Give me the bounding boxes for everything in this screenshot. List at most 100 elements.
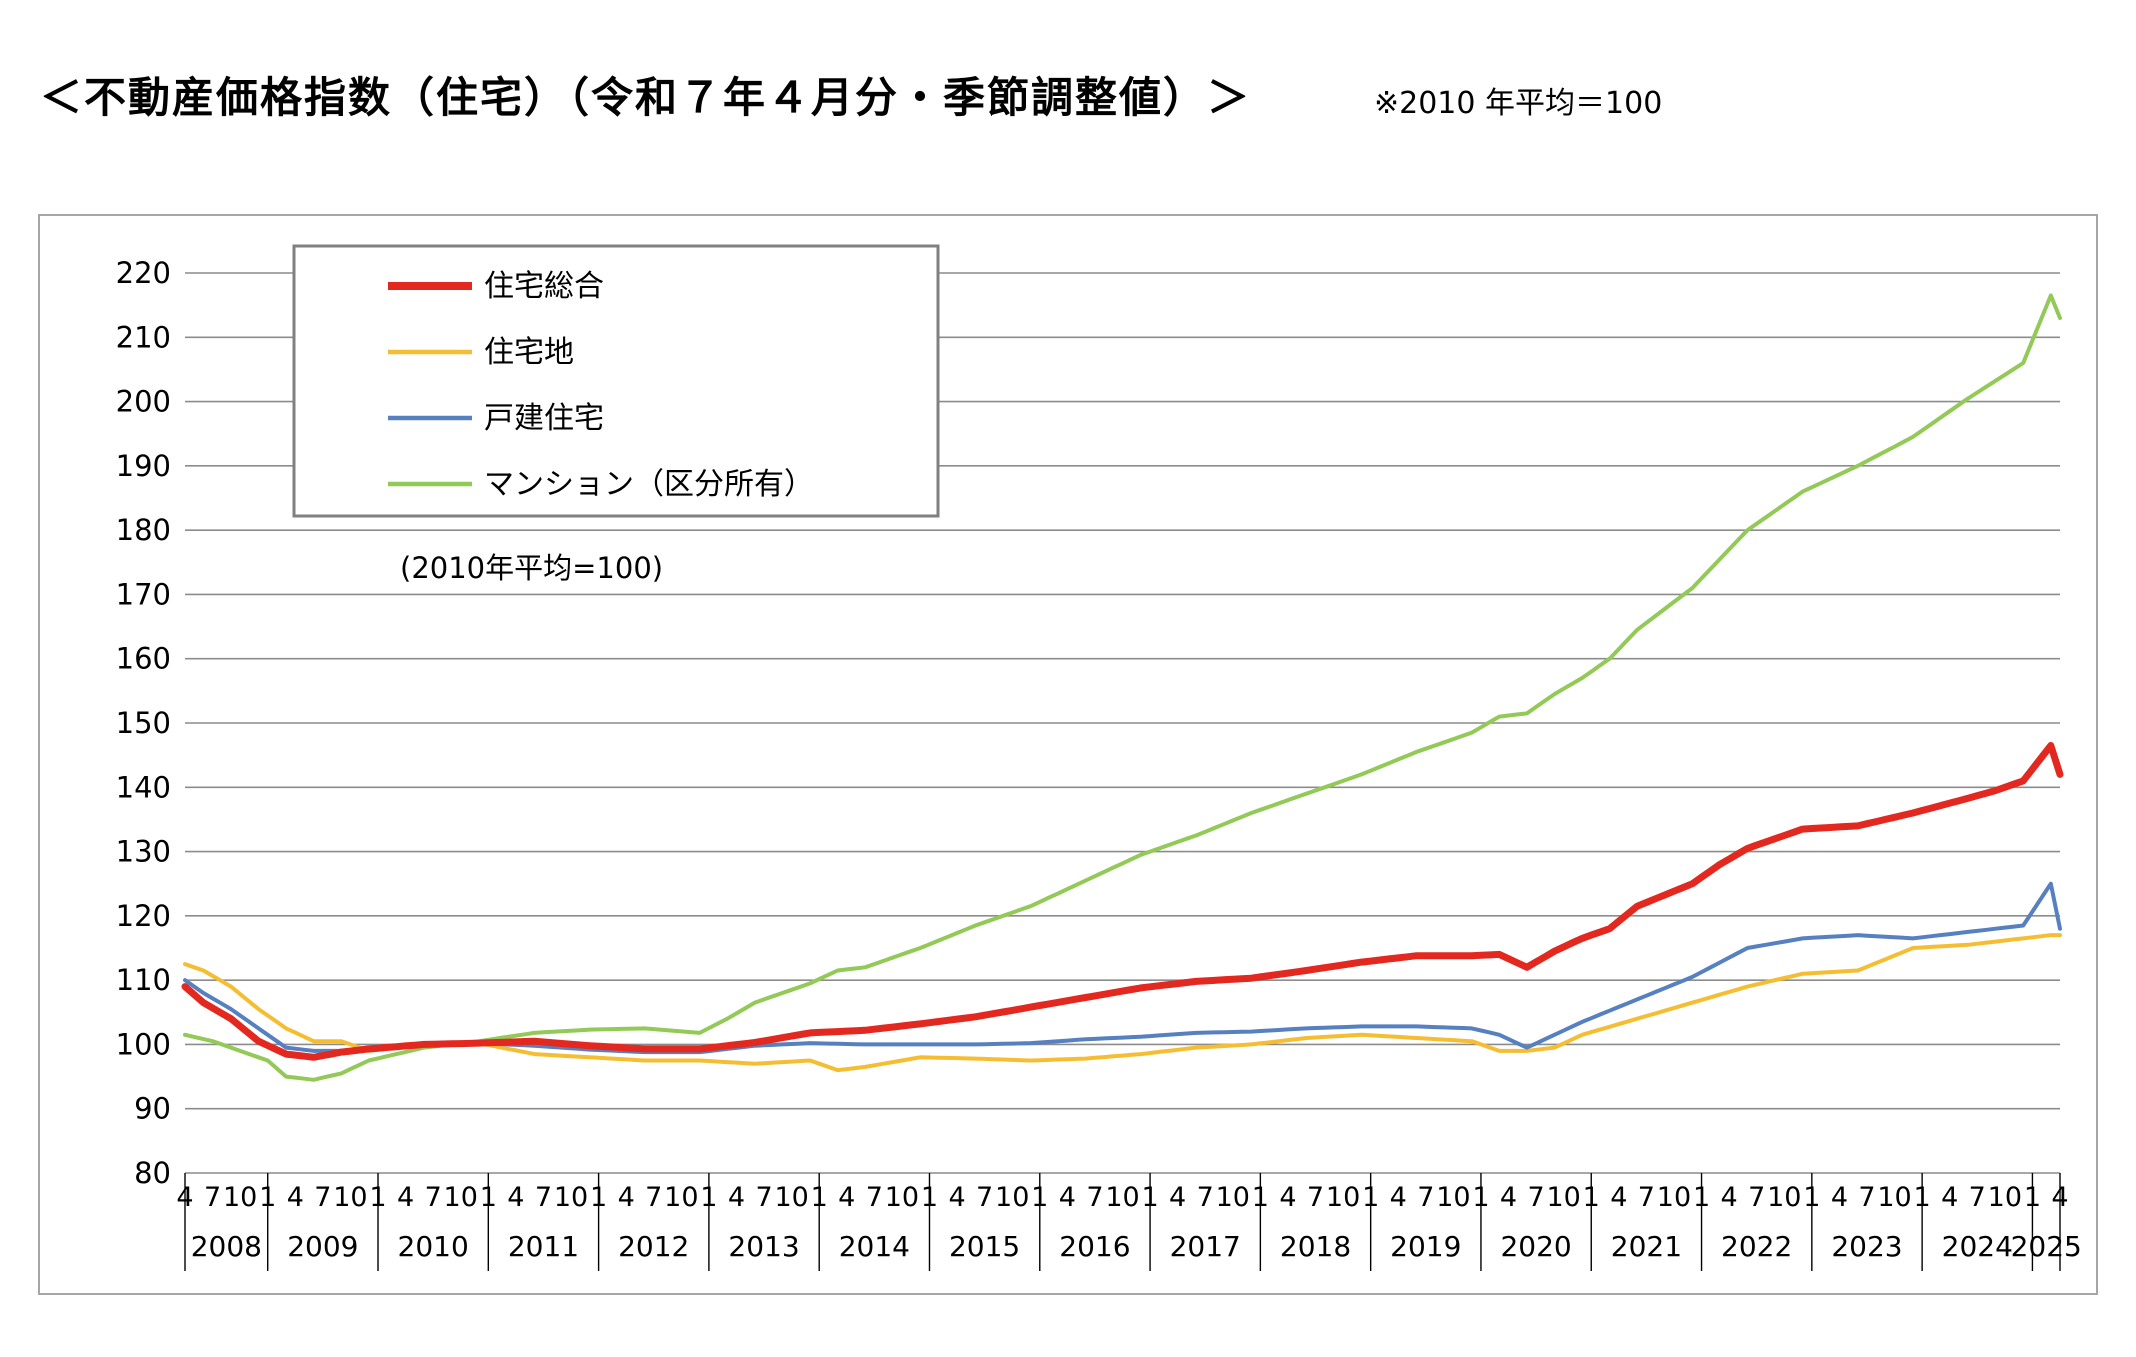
month-tick-label: 10	[1326, 1182, 1360, 1213]
y-tick-label: 90	[134, 1092, 171, 1126]
year-label: 2010	[398, 1230, 469, 1263]
year-label: 2019	[1390, 1230, 1461, 1263]
month-tick-label: 1	[811, 1182, 828, 1213]
line-chart: 8090100110120130140150160170180190200210…	[116, 244, 2082, 1271]
month-tick-label: 1	[2024, 1182, 2041, 1213]
series-layer	[181, 293, 2064, 1082]
month-tick-label: 1	[480, 1182, 497, 1213]
month-tick-label: 1	[700, 1182, 717, 1213]
year-label: 2022	[1721, 1230, 1792, 1263]
base-year-annotation: (2010年平均=100)	[400, 551, 663, 585]
year-label: 2024	[1942, 1230, 2013, 1263]
month-tick-label: 10	[1988, 1182, 2022, 1213]
month-tick-label: 7	[1197, 1182, 1214, 1213]
month-tick-label: 10	[444, 1182, 478, 1213]
month-tick-label: 7	[1417, 1182, 1434, 1213]
year-label: 2023	[1831, 1230, 1902, 1263]
month-tick-label: 1	[1472, 1182, 1489, 1213]
month-tick-label: 4	[838, 1182, 855, 1213]
year-label: 2008	[191, 1230, 262, 1263]
month-tick-label: 4	[728, 1182, 745, 1213]
year-label: 2009	[287, 1230, 358, 1263]
y-tick-label: 100	[116, 1027, 171, 1061]
month-tick-label: 1	[1252, 1182, 1269, 1213]
y-tick-label: 140	[116, 770, 171, 804]
month-tick-label: 7	[1528, 1182, 1545, 1213]
month-tick-label: 1	[1031, 1182, 1048, 1213]
month-tick-label: 1	[921, 1182, 938, 1213]
y-tick-label: 110	[116, 963, 171, 997]
year-label: 2018	[1280, 1230, 1351, 1263]
month-tick-label: 4	[176, 1182, 193, 1213]
legend-label: 住宅総合	[484, 269, 604, 304]
series-line-1	[181, 742, 2064, 1061]
year-label: 2012	[618, 1230, 689, 1263]
month-tick-label: 4	[1941, 1182, 1958, 1213]
y-tick-label: 200	[116, 385, 171, 419]
series-line-2	[183, 933, 2062, 1073]
chart-frame: 80 90 100 110 120 130 140 150 160 170 180 190 200 210…	[38, 214, 2098, 1295]
month-tick-label: 7	[204, 1182, 221, 1213]
y-tick-label: 210	[116, 320, 171, 354]
month-tick-label: 10	[554, 1182, 588, 1213]
month-tick-label: 7	[314, 1182, 331, 1213]
year-label: 2017	[1170, 1230, 1241, 1263]
y-tick-label: 220	[116, 256, 171, 290]
month-tick-label: 1	[1803, 1182, 1820, 1213]
month-tick-label: 10	[664, 1182, 698, 1213]
month-tick-label: 10	[1105, 1182, 1139, 1213]
year-label: 2013	[728, 1230, 799, 1263]
month-tick-label: 7	[1086, 1182, 1103, 1213]
y-tick-label: 170	[116, 577, 171, 611]
month-tick-label: 4	[397, 1182, 414, 1213]
month-tick-label: 10	[1546, 1182, 1580, 1213]
month-tick-label: 4	[507, 1182, 524, 1213]
month-tick-label: 10	[223, 1182, 257, 1213]
month-tick-label: 4	[1059, 1182, 1076, 1213]
month-tick-label: 10	[1767, 1182, 1801, 1213]
month-tick-label: 4	[1169, 1182, 1186, 1213]
month-tick-label: 10	[1216, 1182, 1250, 1213]
month-tick-label: 4	[1500, 1182, 1517, 1213]
series-line-3	[183, 881, 2062, 1055]
page-title: ＜不動産価格指数（住宅）（令和７年４月分・季節調整値）＞	[40, 73, 1252, 122]
month-tick-label: 10	[333, 1182, 367, 1213]
month-tick-label: 1	[590, 1182, 607, 1213]
year-label: 2011	[508, 1230, 579, 1263]
y-tick-label: 190	[116, 449, 171, 483]
y-tick-label: 80	[134, 1156, 171, 1190]
month-tick-label: 7	[1969, 1182, 1986, 1213]
month-tick-label: 1	[1914, 1182, 1931, 1213]
legend-label: マンション（区分所有）	[484, 467, 814, 502]
legend-label: 住宅地	[484, 335, 574, 370]
year-label: 2025	[2011, 1230, 2082, 1263]
month-tick-label: 7	[866, 1182, 883, 1213]
month-tick-label: 10	[774, 1182, 808, 1213]
month-tick-label: 10	[1436, 1182, 1470, 1213]
month-tick-label: 4	[1721, 1182, 1738, 1213]
series-line-4	[183, 293, 2062, 1082]
month-tick-label: 1	[1362, 1182, 1379, 1213]
month-tick-label: 4	[287, 1182, 304, 1213]
month-tick-label: 4	[1831, 1182, 1848, 1213]
y-tick-label: 130	[116, 835, 171, 869]
month-tick-label: 1	[1693, 1182, 1710, 1213]
month-tick-label: 10	[885, 1182, 919, 1213]
y-tick-label: 150	[116, 706, 171, 740]
year-label: 2014	[839, 1230, 910, 1263]
month-tick-label: 7	[755, 1182, 772, 1213]
y-tick-label: 120	[116, 899, 171, 933]
legend-box	[292, 244, 940, 518]
month-tick-label: 4	[948, 1182, 965, 1213]
month-tick-label: 10	[1657, 1182, 1691, 1213]
month-tick-label: 10	[1877, 1182, 1911, 1213]
month-tick-label: 10	[995, 1182, 1029, 1213]
month-tick-label: 1	[369, 1182, 386, 1213]
year-label: 2015	[949, 1230, 1020, 1263]
base-year-note: ※2010 年平均＝100	[1374, 86, 1663, 121]
month-tick-label: 1	[1583, 1182, 1600, 1213]
month-tick-label: 7	[645, 1182, 662, 1213]
month-tick-label: 7	[1748, 1182, 1765, 1213]
axis-layer: 8090100110120130140150160170180190200210…	[116, 256, 2082, 1271]
